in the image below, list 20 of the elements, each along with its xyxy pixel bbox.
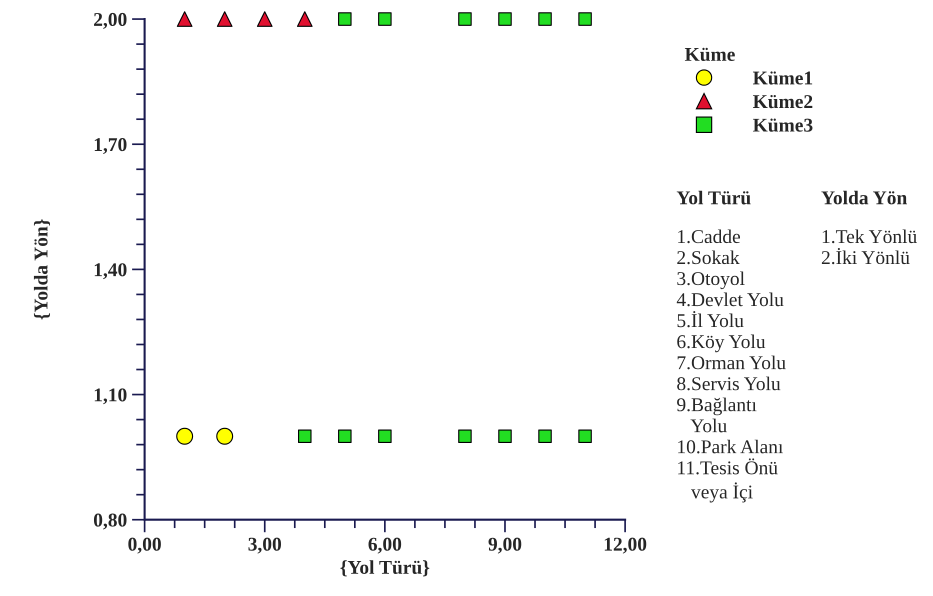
text: Yol Türü	[676, 190, 751, 204]
text: 1.Tek Yönlü 2.İki Yönlü	[822, 229, 917, 264]
legend-title: Küme	[684, 48, 735, 62]
y-tick-label: 2,00	[94, 12, 127, 29]
y-tick-label: 1,10	[94, 388, 127, 404]
x-tick-label: 12,00	[604, 538, 646, 554]
legend-label: Küme1	[752, 71, 812, 85]
text: Yolda Yön	[821, 190, 907, 204]
x-axis-title: {Yol Türü}	[340, 560, 430, 576]
y-tick-label: 1,40	[94, 263, 127, 280]
legend-label: Küme2	[752, 94, 812, 108]
y-tick-label: 0,80	[94, 514, 127, 530]
x-tick-label: 9,00	[488, 538, 522, 554]
legend-label: Küme3	[752, 118, 812, 132]
y-tick-label: 1,70	[94, 138, 127, 154]
x-tick-label: 3,00	[248, 538, 282, 554]
text: 1.Cadde 2.Sokak 3.Otoyol 4.Devlet Yolu 5.İl Yolu 6.Köy Yolu 7.Orman Yolu 8.Servis Yolu 9.Bağlantı Yolu 10.Park Alanı 11.Tesis Önü veya İçi	[676, 229, 786, 503]
x-tick-label: 6,00	[368, 538, 402, 554]
y-axis-title: {Yolda Yön}	[34, 219, 50, 320]
x-tick-label: 0,00	[128, 538, 161, 554]
